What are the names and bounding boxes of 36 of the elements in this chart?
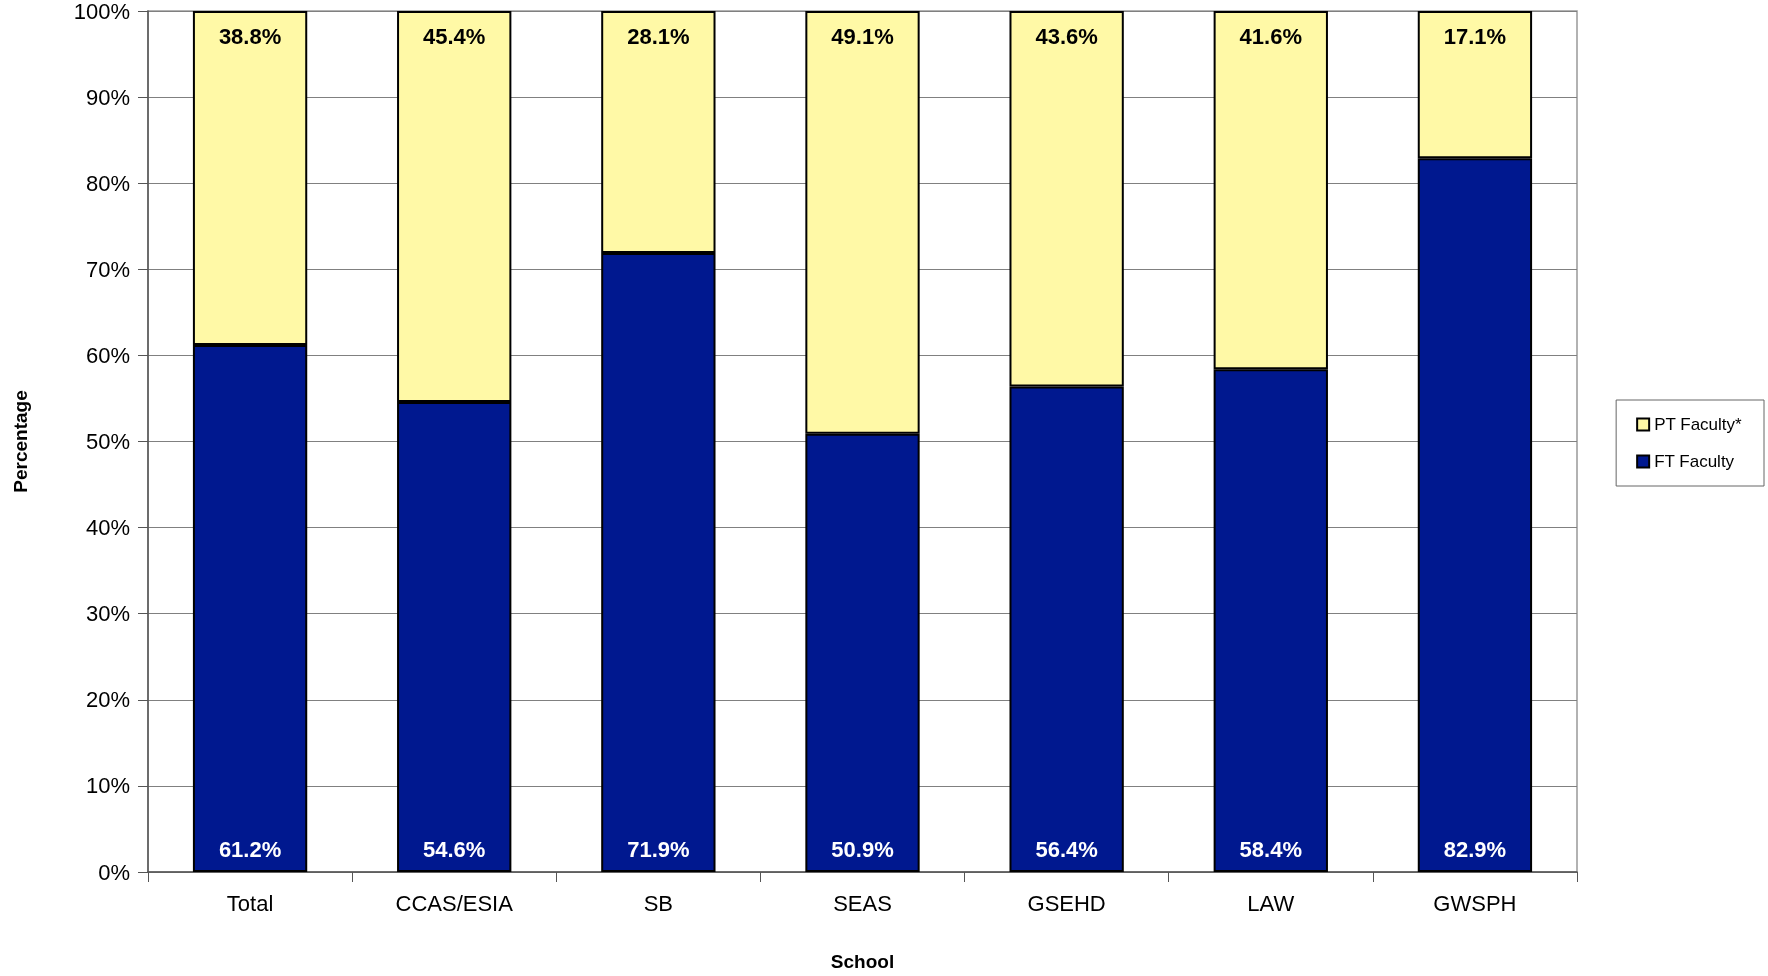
y-tick-label: 20% — [85, 687, 130, 713]
data-label: 56.4% — [1035, 836, 1098, 862]
x-tick-label: CCAS/ESIA — [395, 890, 514, 916]
data-label: 54.6% — [423, 836, 486, 862]
x-tick-label: GWSPH — [1433, 890, 1517, 916]
y-tick-label: 50% — [85, 429, 130, 454]
x-tick-label: GSEHD — [1027, 890, 1106, 916]
data-label: 49.1% — [831, 23, 894, 49]
data-label: 45.4% — [423, 23, 486, 49]
x-tick-label: LAW — [1247, 890, 1295, 916]
data-label: 28.1% — [627, 23, 690, 49]
legend-label: PT Faculty* — [1654, 415, 1743, 434]
data-label: 38.8% — [218, 23, 282, 49]
x-tick-label: SEAS — [833, 890, 892, 916]
y-axis-title: Percentage — [10, 390, 31, 493]
y-tick-label: 40% — [85, 515, 130, 541]
x-tick-label: SB — [643, 890, 674, 916]
data-label: 41.6% — [1239, 23, 1302, 49]
data-label: 58.4% — [1239, 836, 1302, 862]
y-tick-label: 30% — [85, 601, 130, 627]
data-label: 43.6% — [1035, 23, 1098, 49]
x-tick-label: Total — [226, 890, 274, 916]
y-tick-label: 10% — [85, 773, 130, 799]
x-axis-title: School — [830, 951, 895, 972]
y-tick-label: 80% — [85, 170, 130, 196]
data-label: 50.9% — [831, 836, 894, 862]
data-label: 17.1% — [1443, 23, 1507, 49]
y-tick-label: 100% — [73, 0, 130, 24]
y-tick-label: 0% — [98, 859, 130, 885]
data-label: 61.2% — [218, 836, 282, 862]
y-tick-label: 60% — [85, 342, 130, 368]
y-tick-label: 70% — [85, 256, 130, 282]
data-label: 82.9% — [1443, 836, 1507, 862]
legend-label: FT Faculty — [1654, 452, 1735, 471]
data-label: 71.9% — [627, 836, 690, 862]
y-tick-label: 90% — [85, 84, 130, 110]
